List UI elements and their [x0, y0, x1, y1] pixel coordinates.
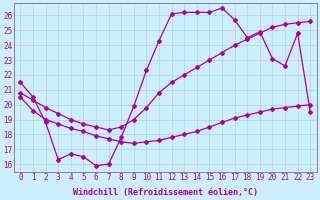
X-axis label: Windchill (Refroidissement éolien,°C): Windchill (Refroidissement éolien,°C) [73, 188, 258, 197]
